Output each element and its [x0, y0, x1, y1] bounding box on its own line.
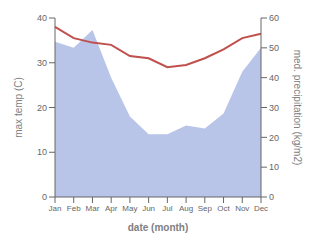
svg-text:Dec: Dec — [254, 204, 268, 213]
svg-text:Jun: Jun — [142, 204, 155, 213]
svg-text:Jan: Jan — [49, 204, 62, 213]
svg-text:Jul: Jul — [162, 204, 172, 213]
svg-text:60: 60 — [269, 13, 279, 23]
svg-text:Oct: Oct — [217, 204, 230, 213]
svg-text:20: 20 — [37, 103, 47, 113]
svg-text:Feb: Feb — [67, 204, 81, 213]
svg-text:30: 30 — [37, 58, 47, 68]
svg-text:10: 10 — [37, 147, 47, 157]
svg-text:50: 50 — [269, 43, 279, 53]
svg-text:med. precipitation (kg/m2): med. precipitation (kg/m2) — [292, 50, 303, 166]
svg-text:Mar: Mar — [86, 204, 100, 213]
svg-text:Nov: Nov — [235, 204, 249, 213]
svg-text:date (month): date (month) — [128, 222, 189, 233]
svg-text:max temp (C): max temp (C) — [13, 77, 24, 138]
svg-text:20: 20 — [269, 133, 279, 143]
svg-text:May: May — [122, 204, 137, 213]
svg-text:40: 40 — [37, 13, 47, 23]
svg-text:Apr: Apr — [105, 204, 118, 213]
svg-text:30: 30 — [269, 103, 279, 113]
svg-text:Aug: Aug — [179, 204, 193, 213]
svg-text:10: 10 — [269, 162, 279, 172]
svg-text:Sep: Sep — [198, 204, 213, 213]
svg-text:0: 0 — [269, 192, 274, 202]
svg-text:0: 0 — [42, 192, 47, 202]
svg-text:40: 40 — [269, 73, 279, 83]
